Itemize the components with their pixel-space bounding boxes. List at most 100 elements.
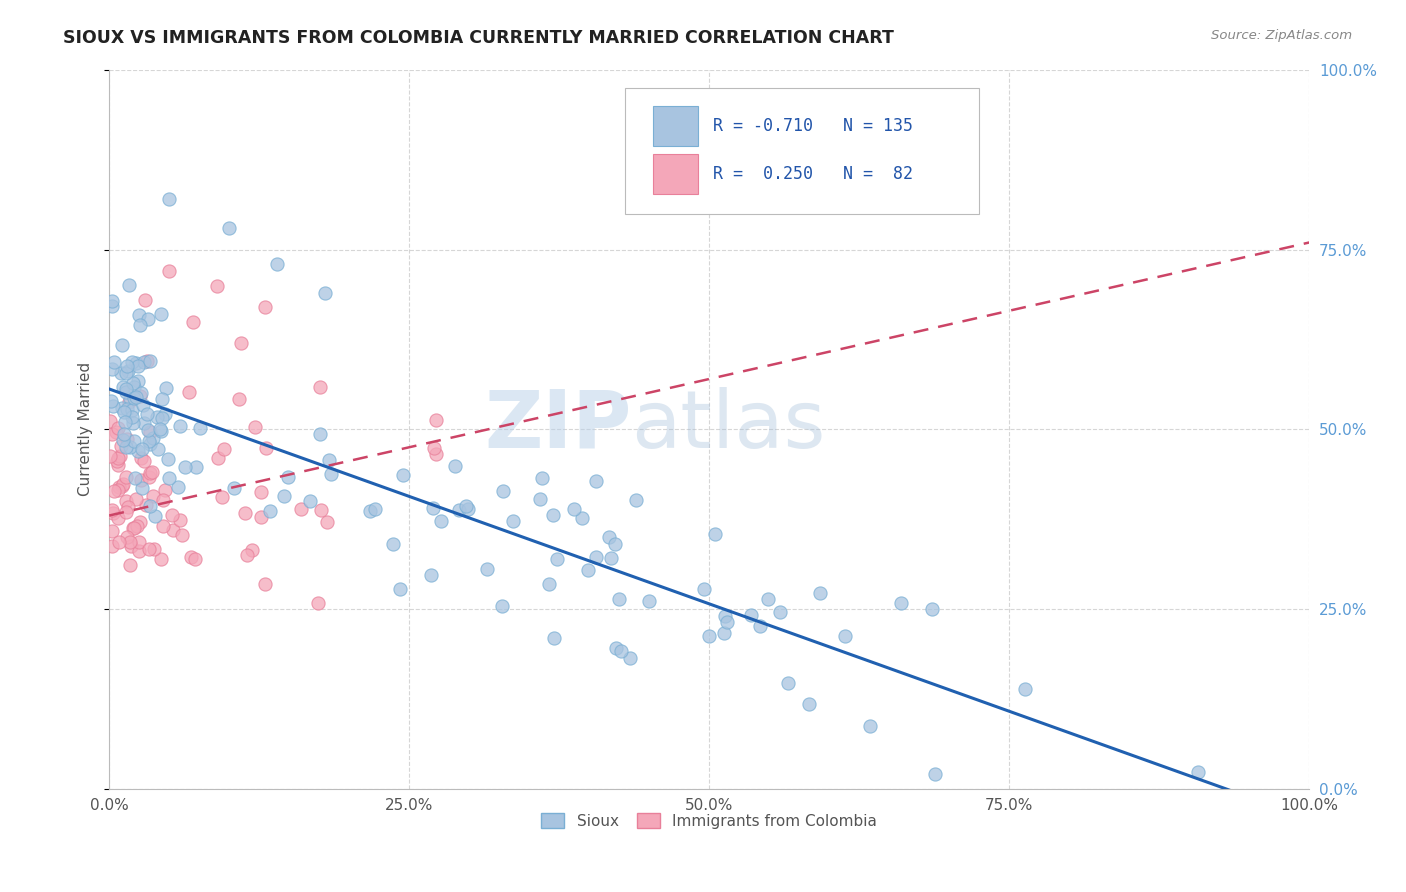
- Point: [309, 503, 332, 517]
- Point: [233, 506, 256, 520]
- Point: [132, 355, 155, 369]
- Point: [100, 524, 122, 538]
- Point: [131, 442, 153, 456]
- Point: [101, 426, 124, 441]
- Point: [456, 500, 478, 514]
- Point: [111, 337, 134, 351]
- Point: [491, 599, 513, 613]
- Point: [266, 257, 288, 271]
- Point: [125, 519, 148, 533]
- Point: [391, 468, 413, 483]
- FancyBboxPatch shape: [626, 88, 979, 214]
- Point: [115, 402, 138, 417]
- Point: [834, 629, 856, 643]
- Point: [309, 380, 332, 394]
- Point: [585, 550, 607, 565]
- Point: [429, 514, 451, 528]
- Point: [359, 504, 381, 518]
- Point: [129, 318, 152, 332]
- Point: [122, 416, 145, 430]
- Point: [713, 625, 735, 640]
- Point: [136, 311, 159, 326]
- Point: [449, 503, 471, 517]
- Point: [112, 404, 135, 418]
- Point: [699, 628, 721, 642]
- FancyBboxPatch shape: [652, 106, 699, 146]
- Point: [107, 458, 129, 472]
- Point: [150, 392, 173, 406]
- Point: [425, 447, 447, 461]
- Point: [146, 442, 169, 456]
- Point: [299, 493, 322, 508]
- Point: [101, 503, 124, 517]
- Point: [250, 510, 273, 524]
- Point: [125, 492, 148, 507]
- Point: [254, 441, 277, 455]
- Point: [139, 437, 162, 451]
- Point: [115, 383, 138, 397]
- Point: [475, 562, 498, 576]
- Point: [502, 514, 524, 528]
- Point: [118, 558, 141, 573]
- Point: [118, 535, 141, 549]
- Point: [492, 484, 515, 499]
- Point: [111, 433, 134, 447]
- Point: [152, 519, 174, 533]
- Point: [121, 403, 143, 417]
- Point: [530, 471, 553, 485]
- Point: [101, 361, 124, 376]
- Point: [170, 528, 193, 542]
- Point: [139, 467, 162, 481]
- Point: [537, 577, 560, 591]
- Point: [128, 535, 150, 549]
- Point: [624, 492, 647, 507]
- Point: [150, 551, 173, 566]
- Point: [138, 434, 160, 448]
- Point: [319, 467, 342, 482]
- Point: [100, 299, 122, 313]
- Point: [103, 484, 125, 499]
- Point: [103, 355, 125, 369]
- Point: [423, 441, 446, 455]
- Point: [139, 499, 162, 513]
- Text: Source: ZipAtlas.com: Source: ZipAtlas.com: [1212, 29, 1353, 42]
- Point: [101, 539, 124, 553]
- Point: [105, 454, 128, 468]
- Point: [107, 450, 129, 465]
- Point: [236, 548, 259, 562]
- Point: [134, 293, 156, 307]
- Point: [127, 375, 149, 389]
- Point: [173, 460, 195, 475]
- Point: [585, 474, 607, 488]
- Point: [114, 470, 136, 484]
- Point: [129, 516, 152, 530]
- Point: [425, 412, 447, 426]
- Point: [457, 501, 479, 516]
- Point: [125, 390, 148, 404]
- Point: [134, 453, 156, 467]
- Point: [143, 509, 166, 524]
- Point: [541, 508, 564, 522]
- Point: [546, 552, 568, 566]
- Point: [127, 359, 149, 374]
- Point: [921, 602, 943, 616]
- Point: [600, 551, 623, 566]
- Point: [273, 489, 295, 503]
- Point: [598, 530, 620, 544]
- Point: [114, 415, 136, 429]
- Text: SIOUX VS IMMIGRANTS FROM COLOMBIA CURRENTLY MARRIED CORRELATION CHART: SIOUX VS IMMIGRANTS FROM COLOMBIA CURREN…: [63, 29, 894, 46]
- Point: [141, 465, 163, 479]
- Point: [277, 469, 299, 483]
- Point: [605, 537, 627, 551]
- Point: [162, 523, 184, 537]
- Point: [211, 490, 233, 504]
- Point: [243, 419, 266, 434]
- Point: [181, 314, 204, 328]
- Point: [124, 434, 146, 449]
- Point: [160, 508, 183, 522]
- Point: [117, 364, 139, 378]
- Point: [605, 640, 627, 655]
- Point: [124, 471, 146, 485]
- Point: [146, 410, 169, 425]
- Point: [157, 471, 180, 485]
